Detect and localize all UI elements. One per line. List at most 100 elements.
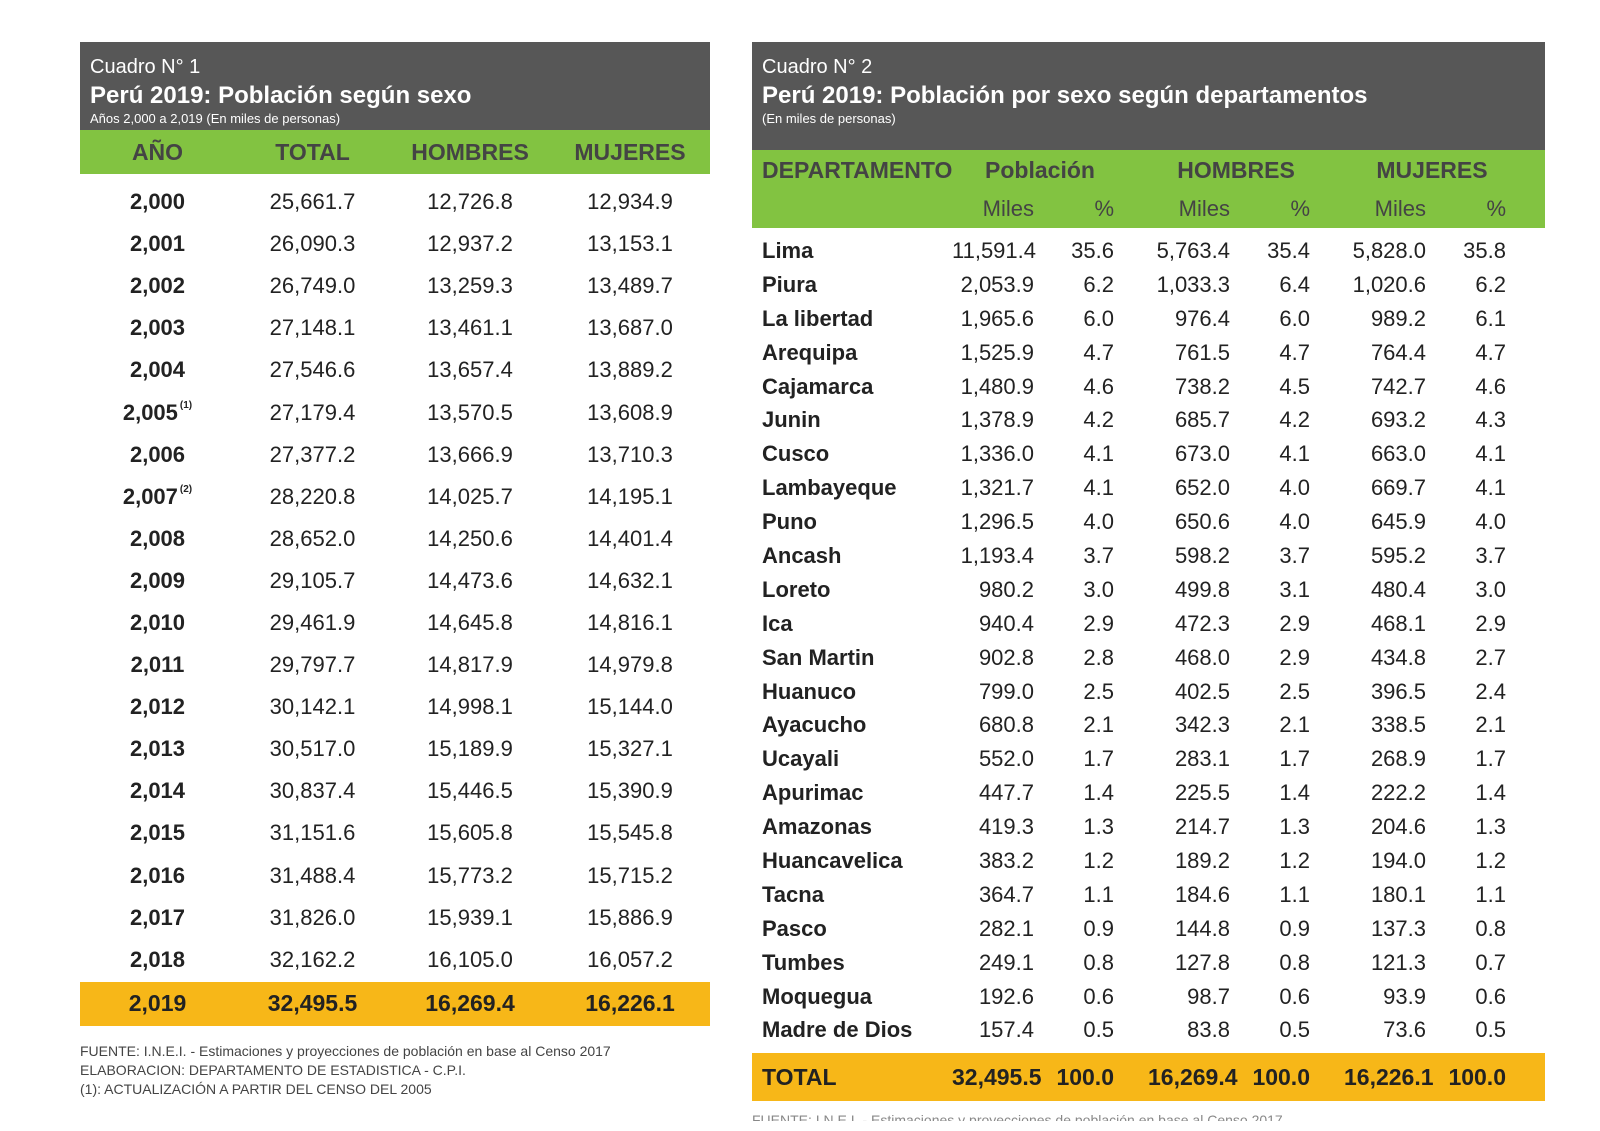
women-cell: 268.9 xyxy=(1370,746,1426,772)
women-cell: 137.3 xyxy=(1370,915,1426,941)
pop-cell: 1,378.9 xyxy=(960,407,1034,433)
women-cell: 12,934.9 xyxy=(587,189,673,215)
total-women-pct: 100.0 xyxy=(1448,1063,1506,1090)
table-1-subtitle: Años 2,000 a 2,019 (En miles de personas… xyxy=(90,111,341,126)
year-cell: 2,000 xyxy=(129,189,186,215)
table-row: 2,014 30,837.4 15,446.5 15,390.9 xyxy=(80,770,710,812)
pop-cell: 1,321.7 xyxy=(960,475,1034,501)
table-row: Pasco 282.1 0.9 144.8 0.9 137.3 0.8 xyxy=(752,912,1545,946)
department-cell: Loreto xyxy=(762,576,831,602)
pop-cell: 902.8 xyxy=(978,644,1034,670)
men-pct-cell: 4.1 xyxy=(1279,441,1310,467)
table-2-body: Lima 11,591.4 35.6 5,763.4 35.4 5,828.0 35.8 Pi… xyxy=(752,228,1545,1047)
total-cell: 26,090.3 xyxy=(269,231,356,257)
women-cell: 180.1 xyxy=(1370,881,1426,907)
table-row: 2,003 27,148.1 13,461.1 13,687.0 xyxy=(80,307,710,349)
col-header-men: HOMBRES xyxy=(1177,156,1295,183)
women-cell: 480.4 xyxy=(1370,576,1426,602)
men-cell: 13,666.9 xyxy=(427,441,513,467)
men-cell: 499.8 xyxy=(1174,576,1230,602)
women-cell: 121.3 xyxy=(1370,949,1426,975)
table-row: 2,010 29,461.9 14,645.8 14,816.1 xyxy=(80,602,710,644)
year-cell: 2,016 xyxy=(129,862,186,888)
department-cell: Tacna xyxy=(762,881,824,907)
total-cell: 29,461.9 xyxy=(269,609,356,635)
pop-cell: 680.8 xyxy=(978,712,1034,738)
men-pct-cell: 1.7 xyxy=(1279,746,1310,772)
department-cell: Cajamarca xyxy=(762,373,874,399)
men-cell: 189.2 xyxy=(1174,847,1230,873)
pop-pct-cell: 6.0 xyxy=(1083,305,1114,331)
table-1-number: Cuadro N° 1 xyxy=(90,56,201,78)
men-pct-cell: 4.7 xyxy=(1279,339,1310,365)
pop-cell: 980.2 xyxy=(978,576,1034,602)
women-cell: 93.9 xyxy=(1383,983,1426,1009)
men-pct-cell: 3.7 xyxy=(1279,542,1310,568)
women-pct-cell: 3.7 xyxy=(1475,542,1506,568)
year-cell: 2,010 xyxy=(129,609,186,635)
table-row: Tumbes 249.1 0.8 127.8 0.8 121.3 0.7 xyxy=(752,946,1545,980)
men-cell: 738.2 xyxy=(1174,373,1230,399)
department-cell: Tumbes xyxy=(762,949,845,975)
department-cell: Madre de Dios xyxy=(762,1017,913,1043)
women-pct-cell: 0.8 xyxy=(1475,915,1506,941)
women-pct-cell: 2.4 xyxy=(1475,678,1506,704)
pop-cell: 383.2 xyxy=(978,847,1034,873)
department-cell: Piura xyxy=(762,271,818,297)
women-cell: 15,144.0 xyxy=(587,694,673,720)
men-pct-cell: 6.0 xyxy=(1279,305,1310,331)
table-1-body: 2,000 25,661.7 12,726.8 12,934.9 2,001 26,090… xyxy=(80,174,710,981)
pop-pct-cell: 1.3 xyxy=(1083,814,1114,840)
women-cell: 222.2 xyxy=(1370,780,1426,806)
women-pct-cell: 6.2 xyxy=(1475,271,1506,297)
table-row: Arequipa 1,525.9 4.7 761.5 4.7 764.4 4.7 xyxy=(752,336,1545,370)
table-row: Ica 940.4 2.9 472.3 2.9 468.1 2.9 xyxy=(752,607,1545,641)
pop-cell: 192.6 xyxy=(978,983,1034,1009)
women-pct-cell: 4.0 xyxy=(1475,509,1506,535)
total-cell: 30,517.0 xyxy=(269,736,356,762)
table-1-header: Cuadro N° 1 Perú 2019: Población según s… xyxy=(80,42,710,130)
department-cell: Arequipa xyxy=(762,339,858,365)
women-cell: 1,020.6 xyxy=(1352,271,1426,297)
women-pct-cell: 2.1 xyxy=(1475,712,1506,738)
total-cell: 29,797.7 xyxy=(269,652,356,678)
footnote-elaboration: ELABORACION: DEPARTAMENTO DE ESTADISTICA… xyxy=(80,1061,466,1078)
men-cell: 14,250.6 xyxy=(427,525,513,551)
men-cell: 13,657.4 xyxy=(427,357,513,383)
women-cell: 468.1 xyxy=(1370,610,1426,636)
department-cell: Ucayali xyxy=(762,746,840,772)
table-2-title: Perú 2019: Población por sexo según depa… xyxy=(762,82,1368,109)
total-cell: 28,220.8 xyxy=(269,483,356,509)
department-cell: Ayacucho xyxy=(762,712,867,738)
department-cell: La libertad xyxy=(762,305,874,331)
men-cell: 144.8 xyxy=(1174,915,1230,941)
total-cell: 31,151.6 xyxy=(269,820,356,846)
table-row: 2,007 (2) 28,220.8 14,025.7 14,195.1 xyxy=(80,476,710,518)
men-cell: 15,446.5 xyxy=(427,778,513,804)
table-row: 2,013 30,517.0 15,189.9 15,327.1 xyxy=(80,728,710,770)
men-cell: 12,937.2 xyxy=(427,231,513,257)
total-cell: 27,377.2 xyxy=(269,441,356,467)
table-row: San Martin 902.8 2.8 468.0 2.9 434.8 2.7 xyxy=(752,641,1545,675)
men-pct-cell: 0.6 xyxy=(1279,983,1310,1009)
table-2-panel: Cuadro N° 2 Perú 2019: Población por sex… xyxy=(752,42,1545,1121)
table-row: Cusco 1,336.0 4.1 673.0 4.1 663.0 4.1 xyxy=(752,437,1545,471)
table-row: Junin 1,378.9 4.2 685.7 4.2 693.2 4.3 xyxy=(752,403,1545,437)
men-cell: 402.5 xyxy=(1174,678,1230,704)
men-pct-cell: 35.4 xyxy=(1267,237,1310,263)
col-header-department: DEPARTAMENTO xyxy=(762,156,953,183)
department-cell: San Martin xyxy=(762,644,875,670)
pop-pct-cell: 1.1 xyxy=(1083,881,1114,907)
table-row: 2,011 29,797.7 14,817.9 14,979.8 xyxy=(80,644,710,686)
women-cell: 73.6 xyxy=(1383,1017,1426,1043)
women-cell: 15,715.2 xyxy=(587,862,673,888)
men-cell: 15,189.9 xyxy=(427,736,513,762)
women-cell: 14,401.4 xyxy=(587,525,673,551)
table-row: 2,006 27,377.2 13,666.9 13,710.3 xyxy=(80,434,710,476)
men-cell: 12,726.8 xyxy=(427,189,513,215)
total-cell: 30,837.4 xyxy=(269,778,356,804)
total-women: 16,226.1 xyxy=(585,990,675,1017)
department-cell: Lambayeque xyxy=(762,475,897,501)
women-pct-cell: 3.0 xyxy=(1475,576,1506,602)
women-pct-cell: 4.1 xyxy=(1475,441,1506,467)
